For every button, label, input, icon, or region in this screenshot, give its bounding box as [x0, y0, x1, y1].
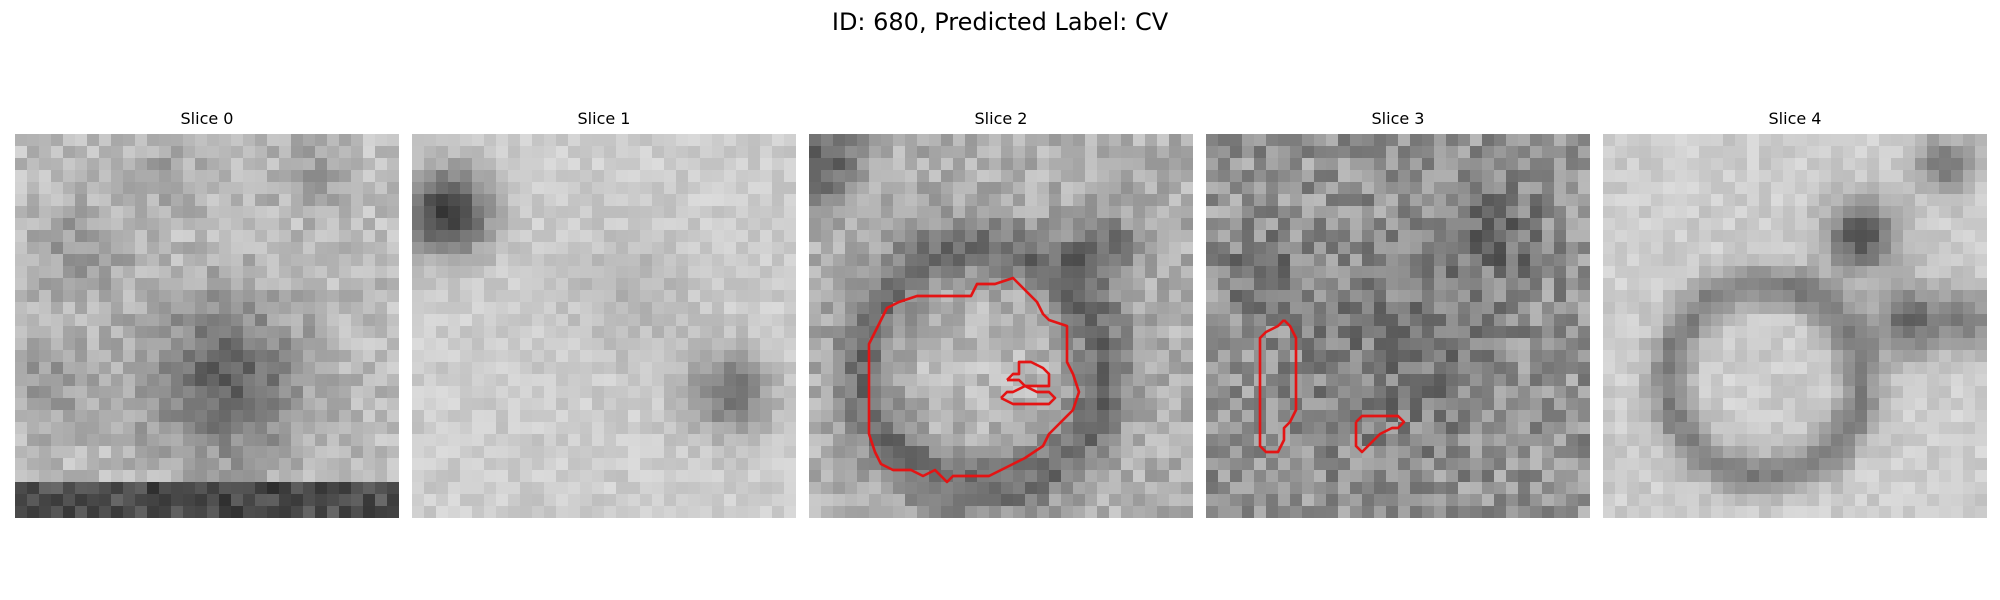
contour-line-1	[1006, 360, 1051, 388]
slice-title: Slice 1	[577, 109, 631, 128]
slice-panel-2: Slice 2	[809, 0, 1193, 600]
slice-image-3	[1206, 134, 1590, 518]
slice-image-0	[15, 134, 399, 518]
segmentation-contour-overlay	[867, 276, 1081, 484]
contour-line-2	[1000, 384, 1057, 406]
contour-line-0	[1258, 319, 1298, 454]
grayscale-slice-canvas	[1206, 134, 1590, 518]
segmentation-contour-overlay	[15, 134, 399, 518]
slice-title: Slice 4	[1768, 109, 1822, 128]
segmentation-contour-overlay	[1603, 134, 1987, 518]
slice-image-4	[1603, 134, 1987, 518]
slice-panel-4: Slice 4	[1603, 0, 1987, 600]
slice-title: Slice 3	[1371, 109, 1425, 128]
slice-panel-0: Slice 0	[15, 0, 399, 600]
contour-line-1	[1354, 414, 1406, 454]
slice-image-2	[809, 134, 1193, 518]
grayscale-slice-canvas	[412, 134, 796, 518]
segmentation-contour-overlay	[1258, 319, 1406, 454]
figure-title: ID: 680, Predicted Label: CV	[831, 8, 1169, 36]
slice-title: Slice 2	[974, 109, 1028, 128]
grayscale-slice-canvas	[15, 134, 399, 518]
grayscale-slice-canvas	[1603, 134, 1987, 518]
contour-line-0	[867, 276, 1081, 484]
slice-title: Slice 0	[180, 109, 234, 128]
slice-panel-1: Slice 1	[412, 0, 796, 600]
slice-panel-3: Slice 3	[1206, 0, 1590, 600]
grayscale-slice-canvas	[809, 134, 1193, 518]
slice-image-1	[412, 134, 796, 518]
segmentation-contour-overlay	[412, 134, 796, 518]
